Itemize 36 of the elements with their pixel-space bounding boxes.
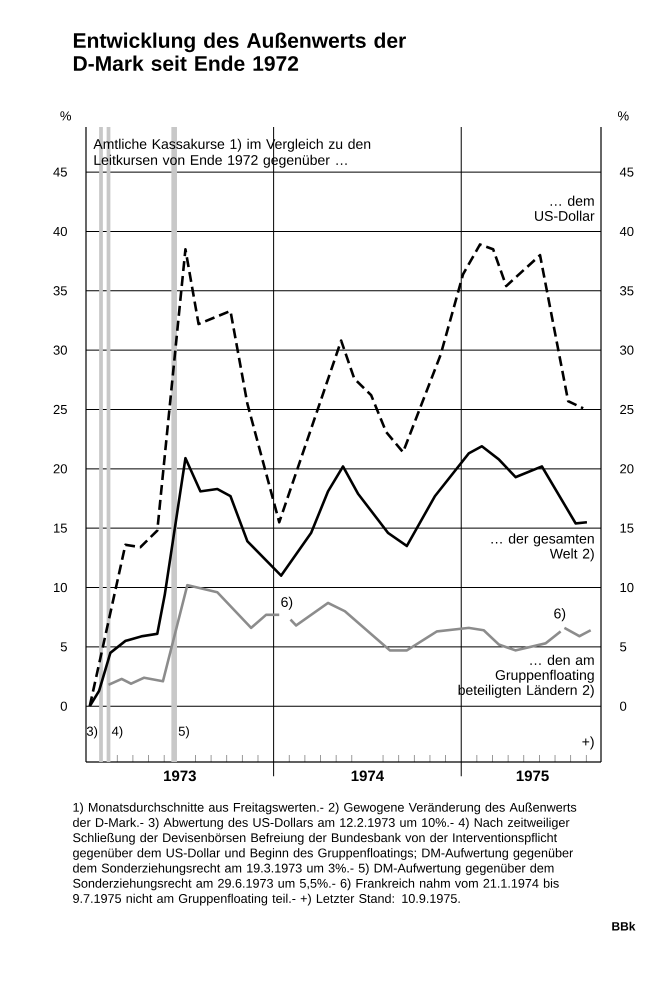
- y2-tick-label: 0: [620, 702, 626, 711]
- y-tick-label: 40: [53, 226, 67, 236]
- y2-tick-label: 10: [620, 582, 634, 592]
- band-label: 5): [178, 726, 189, 738]
- y2-tick-label: 40: [620, 226, 634, 236]
- x-tick-label: 1974: [352, 770, 384, 782]
- y-axis-title: %: [60, 111, 72, 120]
- y2-tick-label: 15: [620, 524, 634, 533]
- y-tick-label: 5: [60, 642, 67, 652]
- band-label: 3): [86, 726, 98, 738]
- annotation: 6): [281, 596, 292, 610]
- y2-tick-label: 5: [620, 642, 626, 652]
- text: BBk: [612, 922, 636, 930]
- annotation: +): [582, 736, 594, 750]
- y-tick-label: 0: [60, 702, 67, 711]
- x-tick-label: 1975: [516, 770, 549, 782]
- y-tick-label: 15: [54, 524, 67, 533]
- y2-tick-label: 45: [620, 168, 634, 177]
- y-tick-label: 30: [54, 346, 67, 355]
- chart-title: Entwicklung des Außenwerts der D-Mark seit Ende 1972: [74, 32, 406, 71]
- y-tick-label: 25: [54, 404, 67, 414]
- y2-tick-label: 35: [620, 286, 634, 296]
- y-tick-label: 20: [54, 464, 67, 474]
- text: 1) Monatsdurchschnitte aus Freitagswerten.- 2) Gewogene Veränderung des Außenwerts der D-Mark.- 3) Abwertung des US-Dollars am 12.2.1973 um 10%.- 4) Nach zeitweiliger Schließung der Devisenbörsen Befreiung der Bundesbank von der Interventionspflicht gegenüber dem US-Dollar und Beginn des Gruppenfloatings; DM-Aufwertung gegenüber dem Sonderziehungsrecht am 19.3.1973 um 3%.- 5) DM-Aufwertung gegenüber dem Sonderziehungsrecht am 29.6.1973 um 5,5%.- 6) Frankreich nahm vom 21.1.1974 bis 9.7.1975 nicht am Gruppenfloating teil.- +) Letzter Stand: 10.9.1975.: [73, 802, 576, 906]
- y-tick-label: 35: [54, 286, 67, 296]
- x-tick-label: 1973: [164, 770, 196, 782]
- annotation: 6): [554, 608, 566, 622]
- y-tick-label: 45: [53, 168, 67, 177]
- y2-axis-title: %: [618, 111, 629, 120]
- text: … dem US-Dollar: [535, 196, 594, 221]
- y-tick-label: 10: [54, 582, 67, 592]
- y2-tick-label: 20: [620, 464, 634, 474]
- series-label: … der gesamten Welt 2): [492, 533, 594, 562]
- y2-tick-label: 25: [620, 404, 634, 414]
- band-label: 4): [112, 726, 122, 738]
- y2-tick-label: 30: [620, 346, 634, 355]
